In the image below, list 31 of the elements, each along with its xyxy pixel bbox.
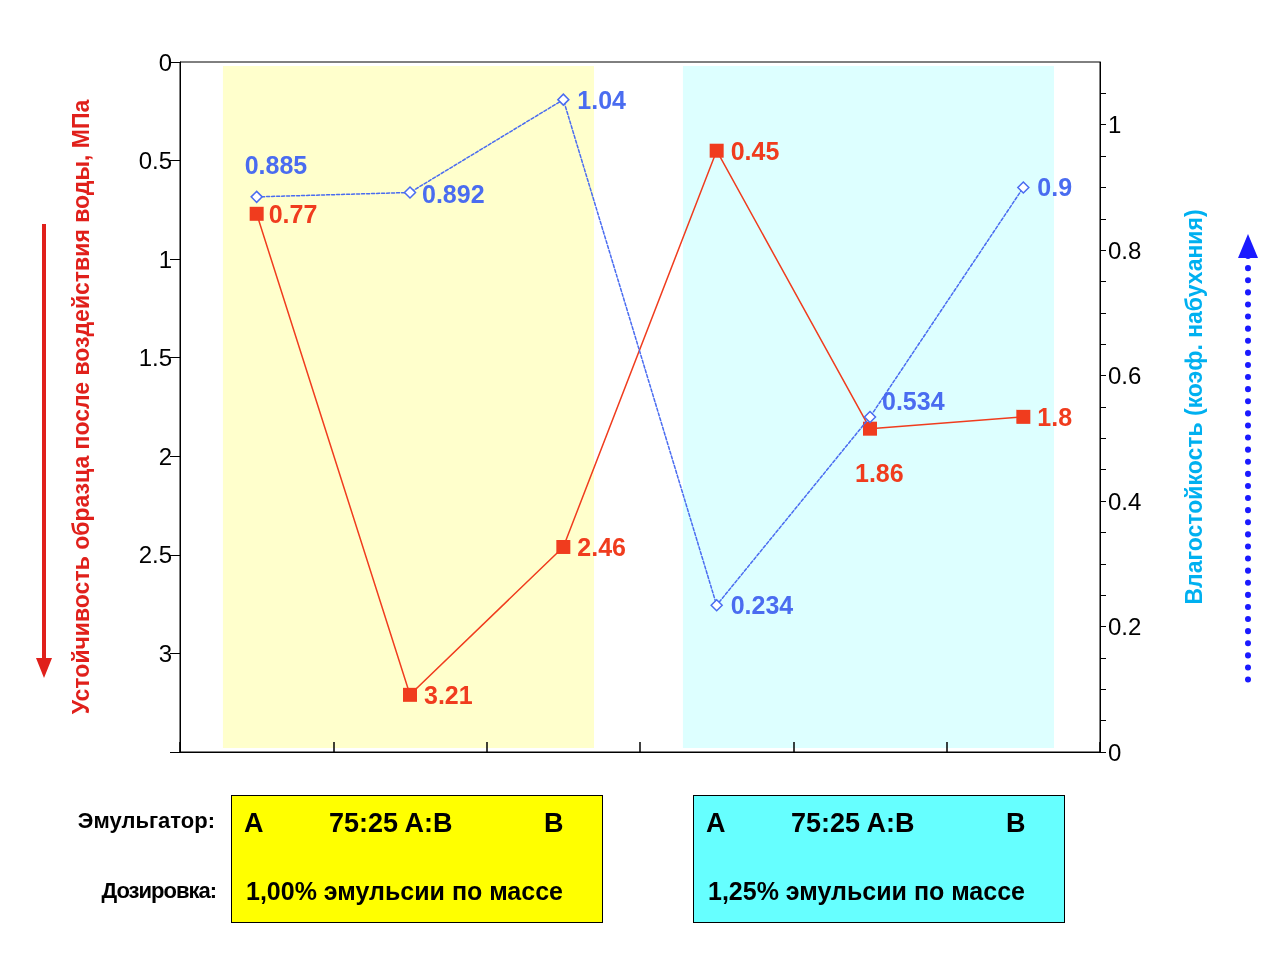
data-label: 0.892 (422, 180, 485, 209)
y2-tick-label: 0 (1108, 738, 1122, 766)
y2-tick-label: 1 (1108, 111, 1122, 139)
y-tick-label: 3 (158, 639, 172, 667)
y-tick-label: 1 (158, 245, 172, 273)
y2-axis-title: Влагостойкость (коэф. набухания) (1180, 209, 1207, 605)
y-tick-label: 0.5 (138, 147, 172, 175)
y-tick-label: 2 (158, 442, 172, 470)
data-label: 3.21 (424, 680, 473, 709)
data-label: 1.86 (855, 458, 904, 487)
data-label: 1.8 (1037, 402, 1073, 431)
y-axis-title: Устойчивость образца после воздействия воды, МПа (67, 99, 94, 715)
y2-tick-label: 0.8 (1108, 236, 1142, 264)
y-tick-label: 0 (158, 48, 172, 76)
data-label: 2.46 (577, 532, 627, 561)
y2-tick-label: 0.2 (1108, 613, 1142, 641)
text: Эмульгатор: (77, 808, 215, 834)
label-box: A 75:25 A:B B 1,25% эмульсии по массе (693, 795, 1065, 923)
y-tick-label: 2.5 (138, 541, 172, 569)
y2-tick-label: 0.6 (1108, 362, 1142, 390)
data-label: 0.45 (730, 136, 780, 165)
y2-tick-label: 0.4 (1108, 487, 1142, 515)
data-label: 0.885 (244, 150, 308, 179)
label-box: A 75:25 A:B B 1,00% эмульсии по массе (231, 795, 603, 923)
y-tick-label: 1.5 (138, 344, 172, 372)
data-label: 0.77 (268, 199, 318, 228)
data-label: 0.9 (1037, 173, 1073, 202)
data-label: 0.234 (730, 591, 794, 620)
text: Дозировка: (101, 878, 216, 904)
data-label: 1.04 (577, 85, 627, 114)
data-label: 0.534 (882, 387, 945, 416)
